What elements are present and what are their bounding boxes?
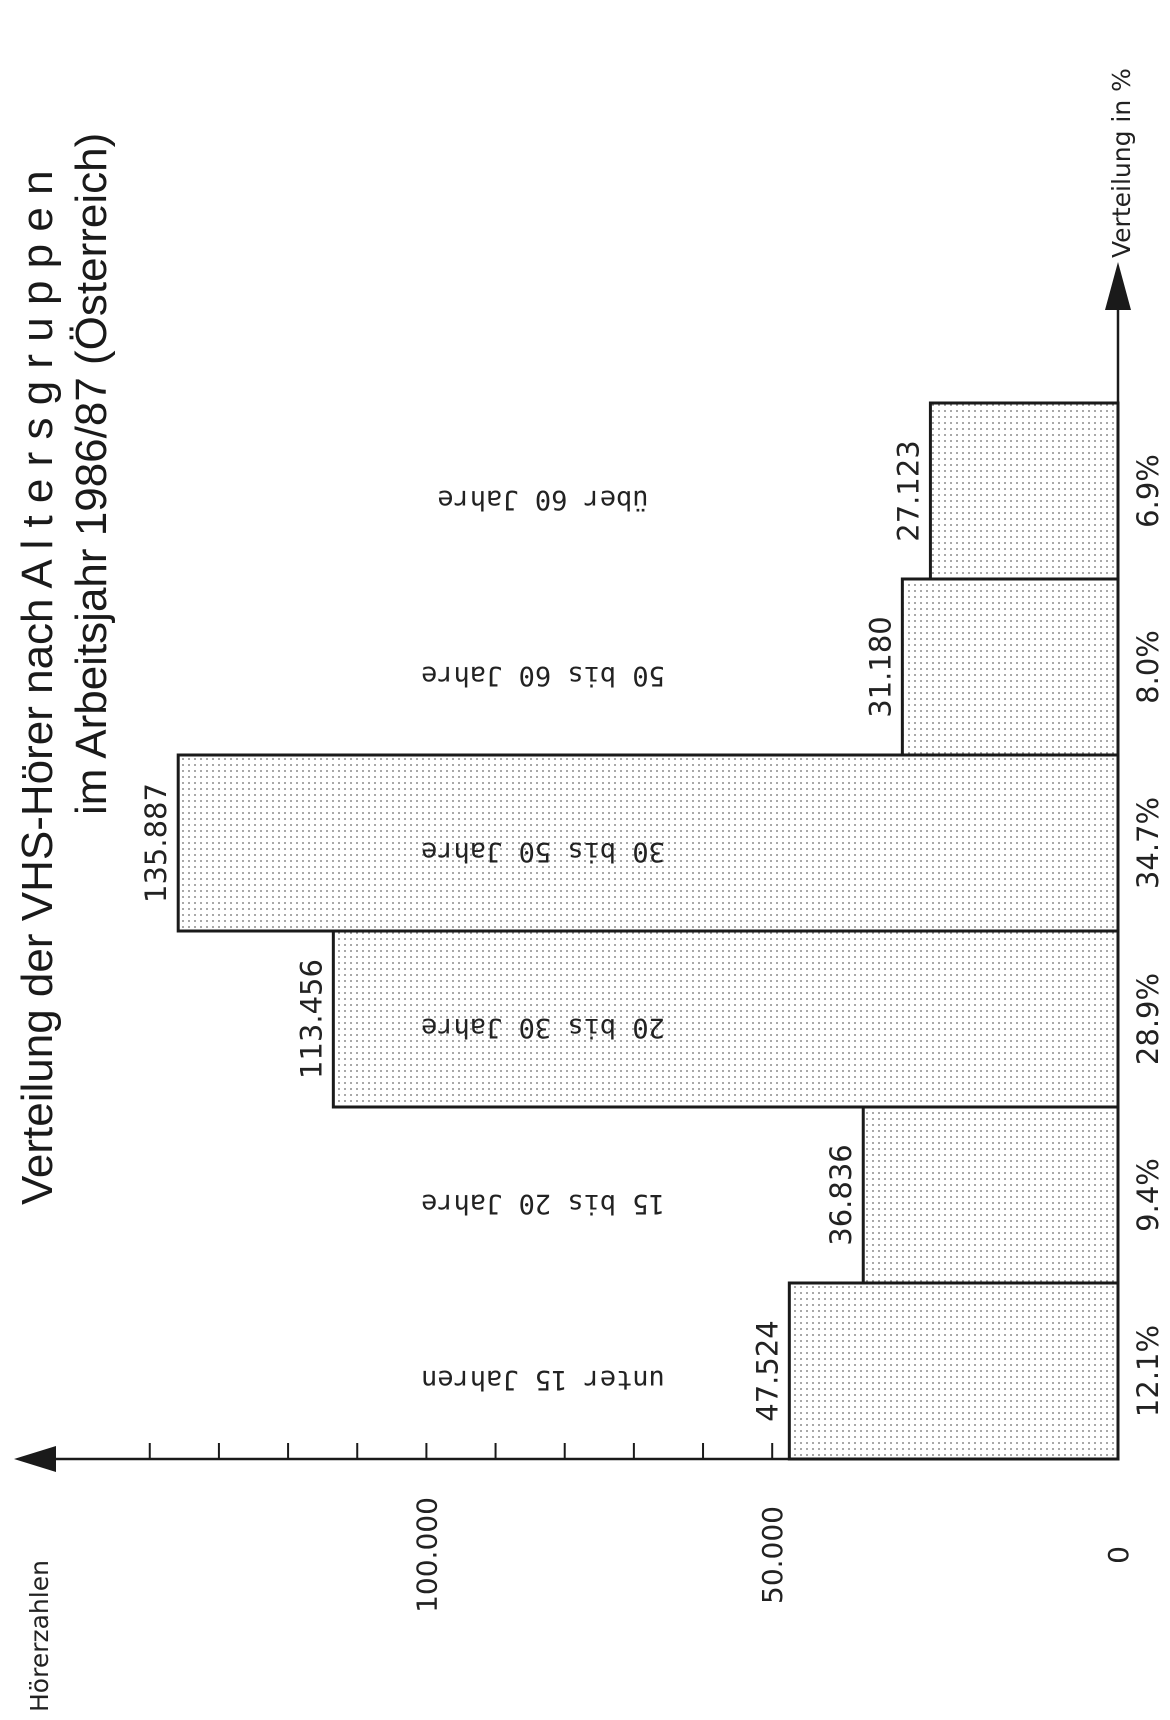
percent-labels: 12.1% 9.4% 28.9% 34.7% 8.0% 6.9% bbox=[1131, 454, 1165, 1417]
value-label: 36.836 bbox=[824, 1144, 858, 1245]
percent-label: 6.9% bbox=[1131, 454, 1165, 528]
category-axis-arrow bbox=[1105, 262, 1131, 310]
chart-subtitle: im Arbeitsjahr 1986/87 (Österreich) bbox=[67, 133, 116, 815]
category-label: 50 bis 60 Jahre bbox=[421, 660, 665, 691]
value-axis-tick-labels: 0 50.000 100.000 bbox=[410, 1497, 1135, 1613]
value-label: 27.123 bbox=[891, 440, 925, 541]
category-label: 30 bis 50 Jahre bbox=[421, 836, 665, 867]
value-axis-tick-label: 50.000 bbox=[756, 1506, 789, 1604]
percent-label: 34.7% bbox=[1131, 797, 1165, 889]
bar bbox=[902, 579, 1118, 755]
value-axis-tick-label: 100.000 bbox=[410, 1497, 443, 1613]
value-axis-tick-label: 0 bbox=[1102, 1546, 1135, 1564]
percent-label: 28.9% bbox=[1131, 973, 1165, 1065]
value-label: 31.180 bbox=[863, 616, 897, 717]
category-label: 20 bis 30 Jahre bbox=[421, 1012, 665, 1043]
category-label: 15 bis 20 Jahre bbox=[421, 1188, 665, 1219]
percent-label: 8.0% bbox=[1131, 630, 1165, 704]
x-axis-label: Verteilung in % bbox=[1107, 68, 1136, 258]
percent-label: 9.4% bbox=[1131, 1158, 1165, 1232]
bars bbox=[178, 403, 1118, 1459]
value-label: 135.887 bbox=[139, 783, 173, 903]
chart-title: Verteilung der VHS-Hörer nach A l t e r … bbox=[13, 170, 62, 1205]
bar bbox=[930, 403, 1118, 579]
value-label: 113.456 bbox=[294, 959, 328, 1079]
bar bbox=[789, 1283, 1118, 1459]
bar bbox=[863, 1107, 1118, 1283]
y-axis-label: Hörerzahlen bbox=[25, 1560, 54, 1712]
category-label: über 60 Jahre bbox=[437, 484, 648, 515]
percent-label: 12.1% bbox=[1131, 1325, 1165, 1417]
value-label: 47.524 bbox=[750, 1320, 784, 1421]
value-axis-arrow bbox=[14, 1446, 56, 1472]
category-label: unter 15 Jahren bbox=[421, 1364, 665, 1395]
